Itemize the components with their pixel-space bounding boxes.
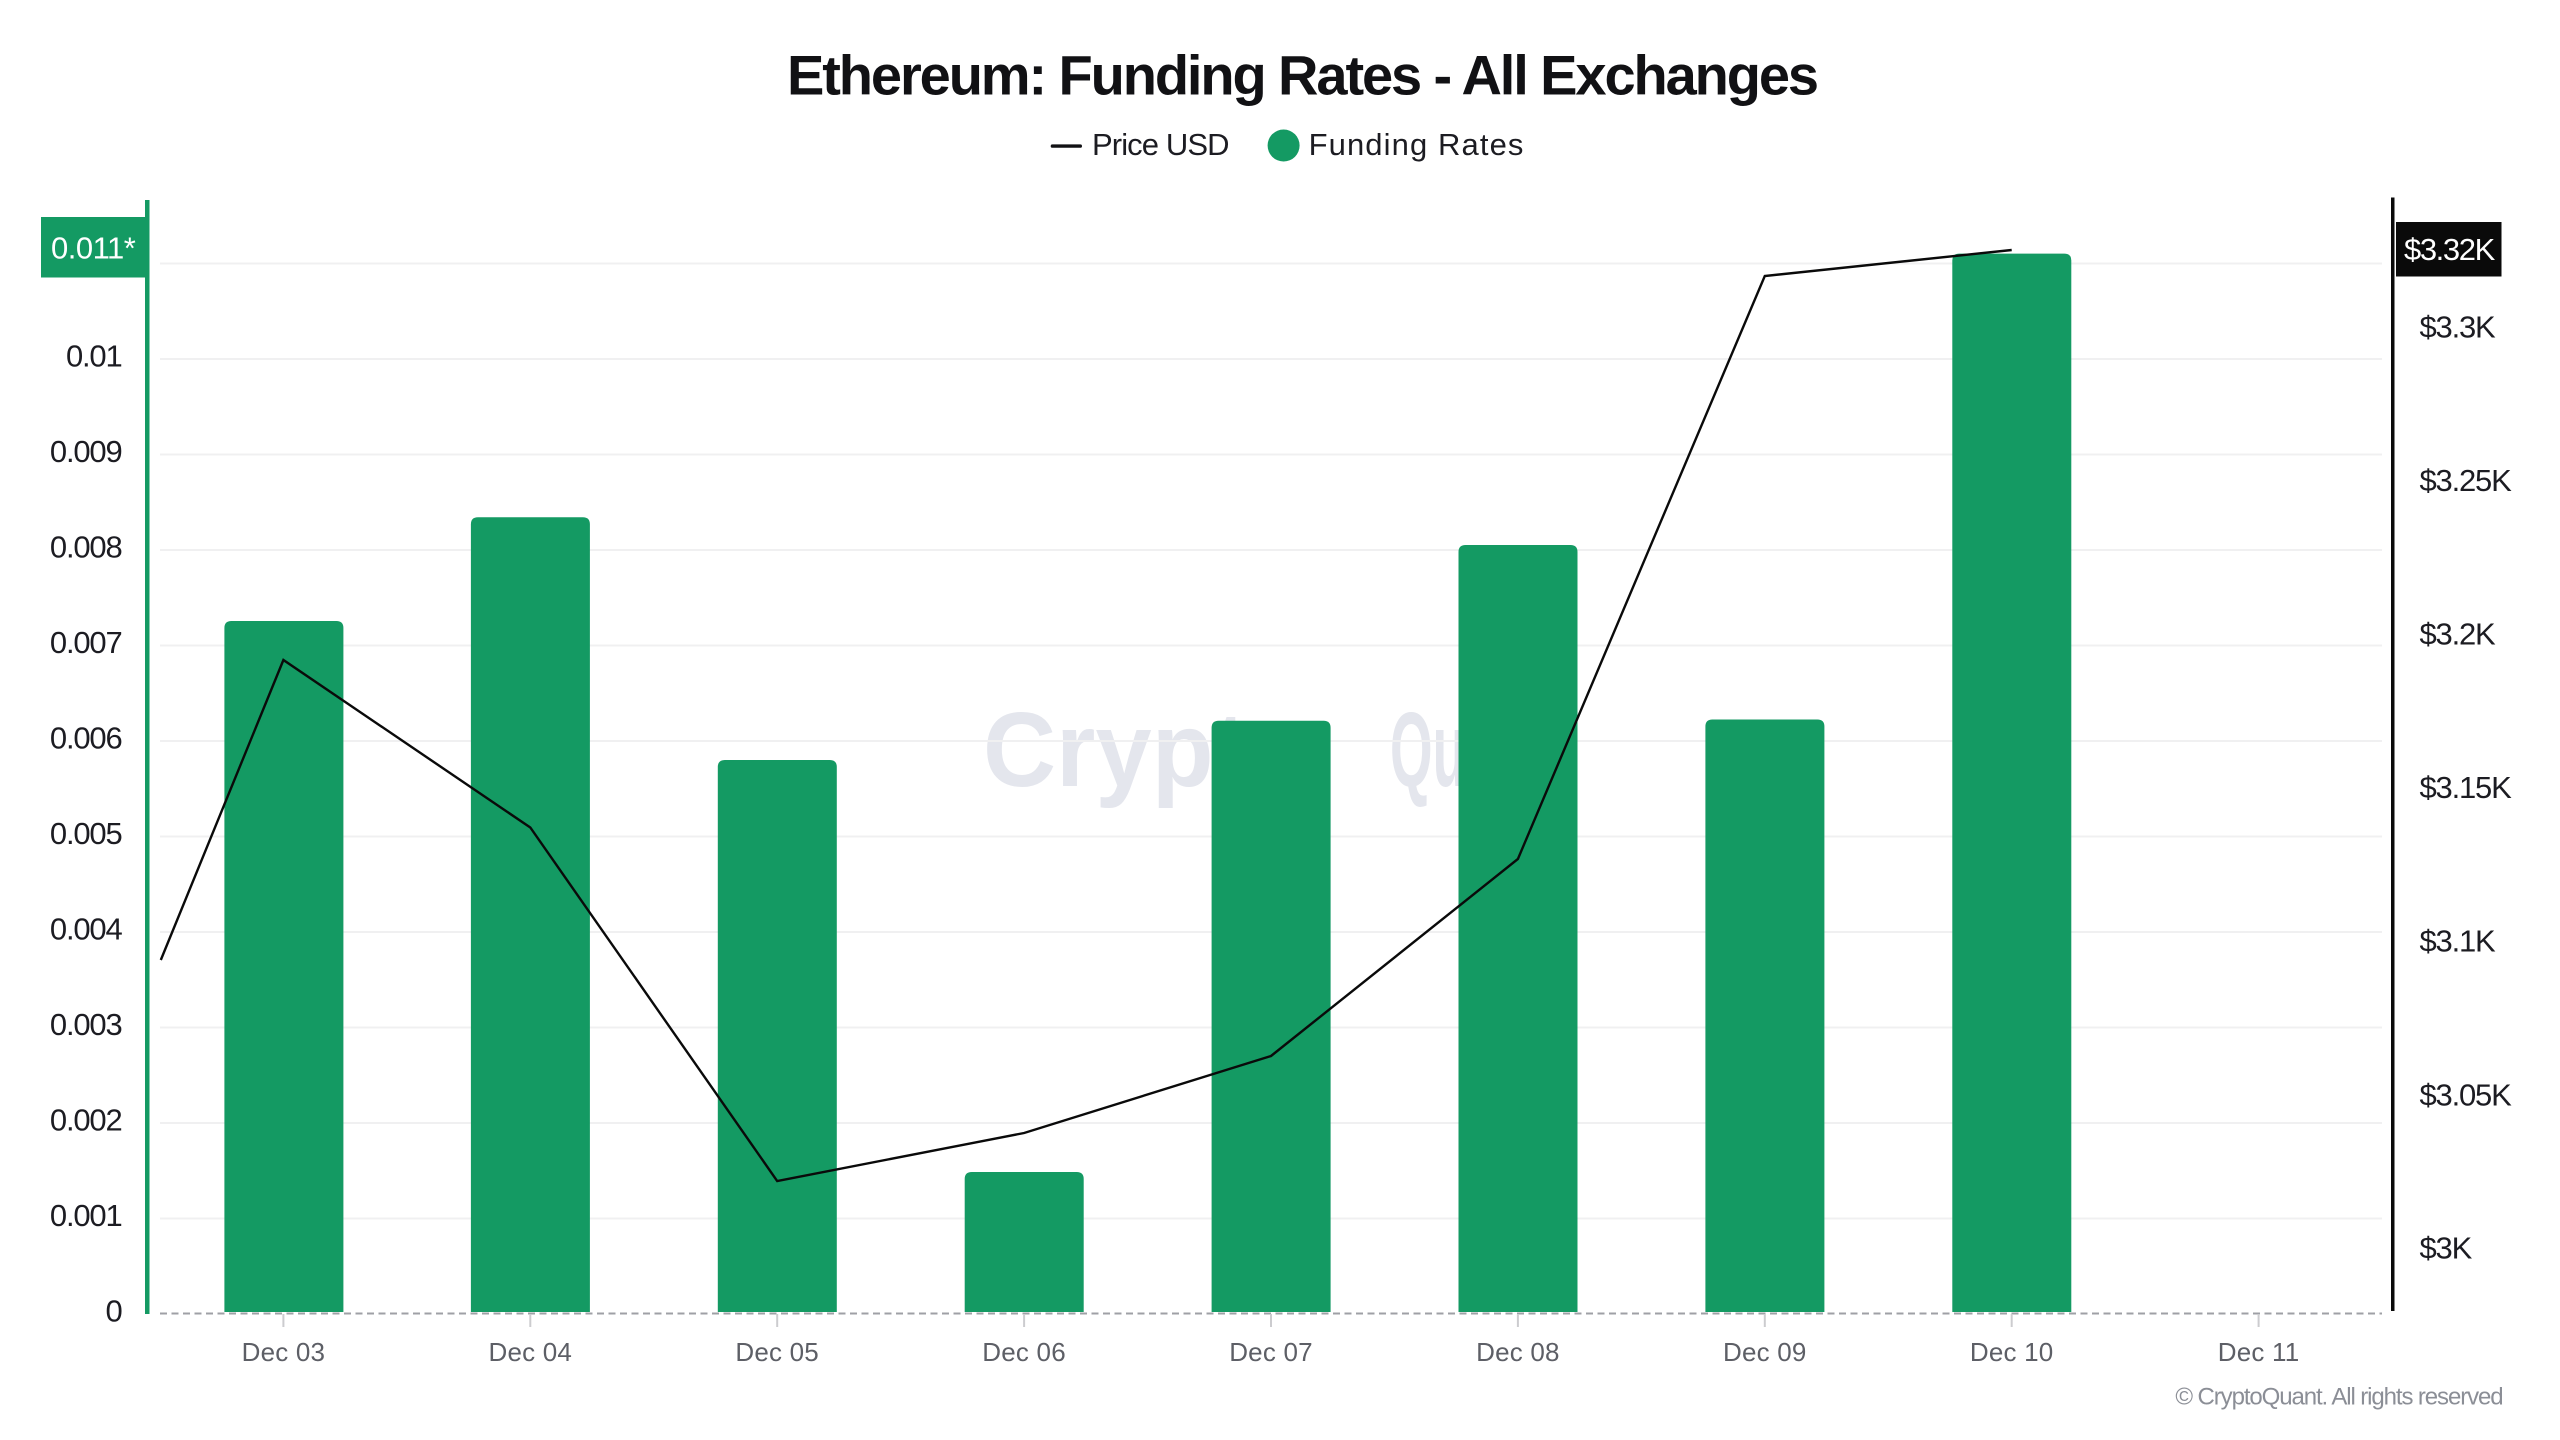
svg-text:0.008: 0.008 [50,529,122,564]
svg-text:Dec 10: Dec 10 [1970,1337,2054,1367]
svg-text:0.005: 0.005 [50,816,122,851]
svg-text:Price USD: Price USD [1092,127,1229,162]
svg-text:Dec 04: Dec 04 [489,1337,573,1367]
svg-text:$3.3K: $3.3K [2420,310,2497,345]
svg-text:Dec 09: Dec 09 [1723,1337,1807,1367]
svg-text:0: 0 [105,1293,122,1328]
svg-text:Qu: Qu [1390,691,1466,809]
svg-text:$3.15K: $3.15K [2420,770,2513,805]
svg-text:$3.05K: $3.05K [2420,1077,2513,1112]
svg-text:Dec 08: Dec 08 [1476,1337,1560,1367]
svg-text:Dec 11: Dec 11 [2218,1337,2300,1367]
svg-text:Dec 06: Dec 06 [982,1337,1066,1367]
svg-text:0.007: 0.007 [50,625,122,660]
svg-text:0.01: 0.01 [66,338,122,373]
svg-text:$3.2K: $3.2K [2420,617,2497,652]
svg-text:$3.1K: $3.1K [2420,924,2497,959]
svg-text:Funding Rates: Funding Rates [1309,127,1525,162]
svg-text:0.004: 0.004 [50,911,123,946]
svg-text:Dec 03: Dec 03 [242,1337,326,1367]
svg-text:© CryptoQuant. All rights rese: © CryptoQuant. All rights reserved [2175,1384,2502,1411]
svg-text:$3.32K: $3.32K [2404,232,2496,267]
svg-text:Dec 07: Dec 07 [1229,1337,1313,1367]
svg-text:0.001: 0.001 [50,1198,122,1233]
svg-text:0.003: 0.003 [50,1007,122,1042]
svg-text:0.002: 0.002 [50,1102,122,1137]
svg-text:$3.25K: $3.25K [2420,463,2513,498]
svg-text:0.009: 0.009 [50,434,122,469]
svg-text:0.011*: 0.011* [51,231,136,266]
svg-text:$3K: $3K [2420,1231,2473,1266]
svg-text:Ethereum: Funding Rates - All: Ethereum: Funding Rates - All Exchanges [787,44,1817,107]
svg-text:Dec 05: Dec 05 [735,1337,819,1367]
svg-text:0.006: 0.006 [50,720,122,755]
